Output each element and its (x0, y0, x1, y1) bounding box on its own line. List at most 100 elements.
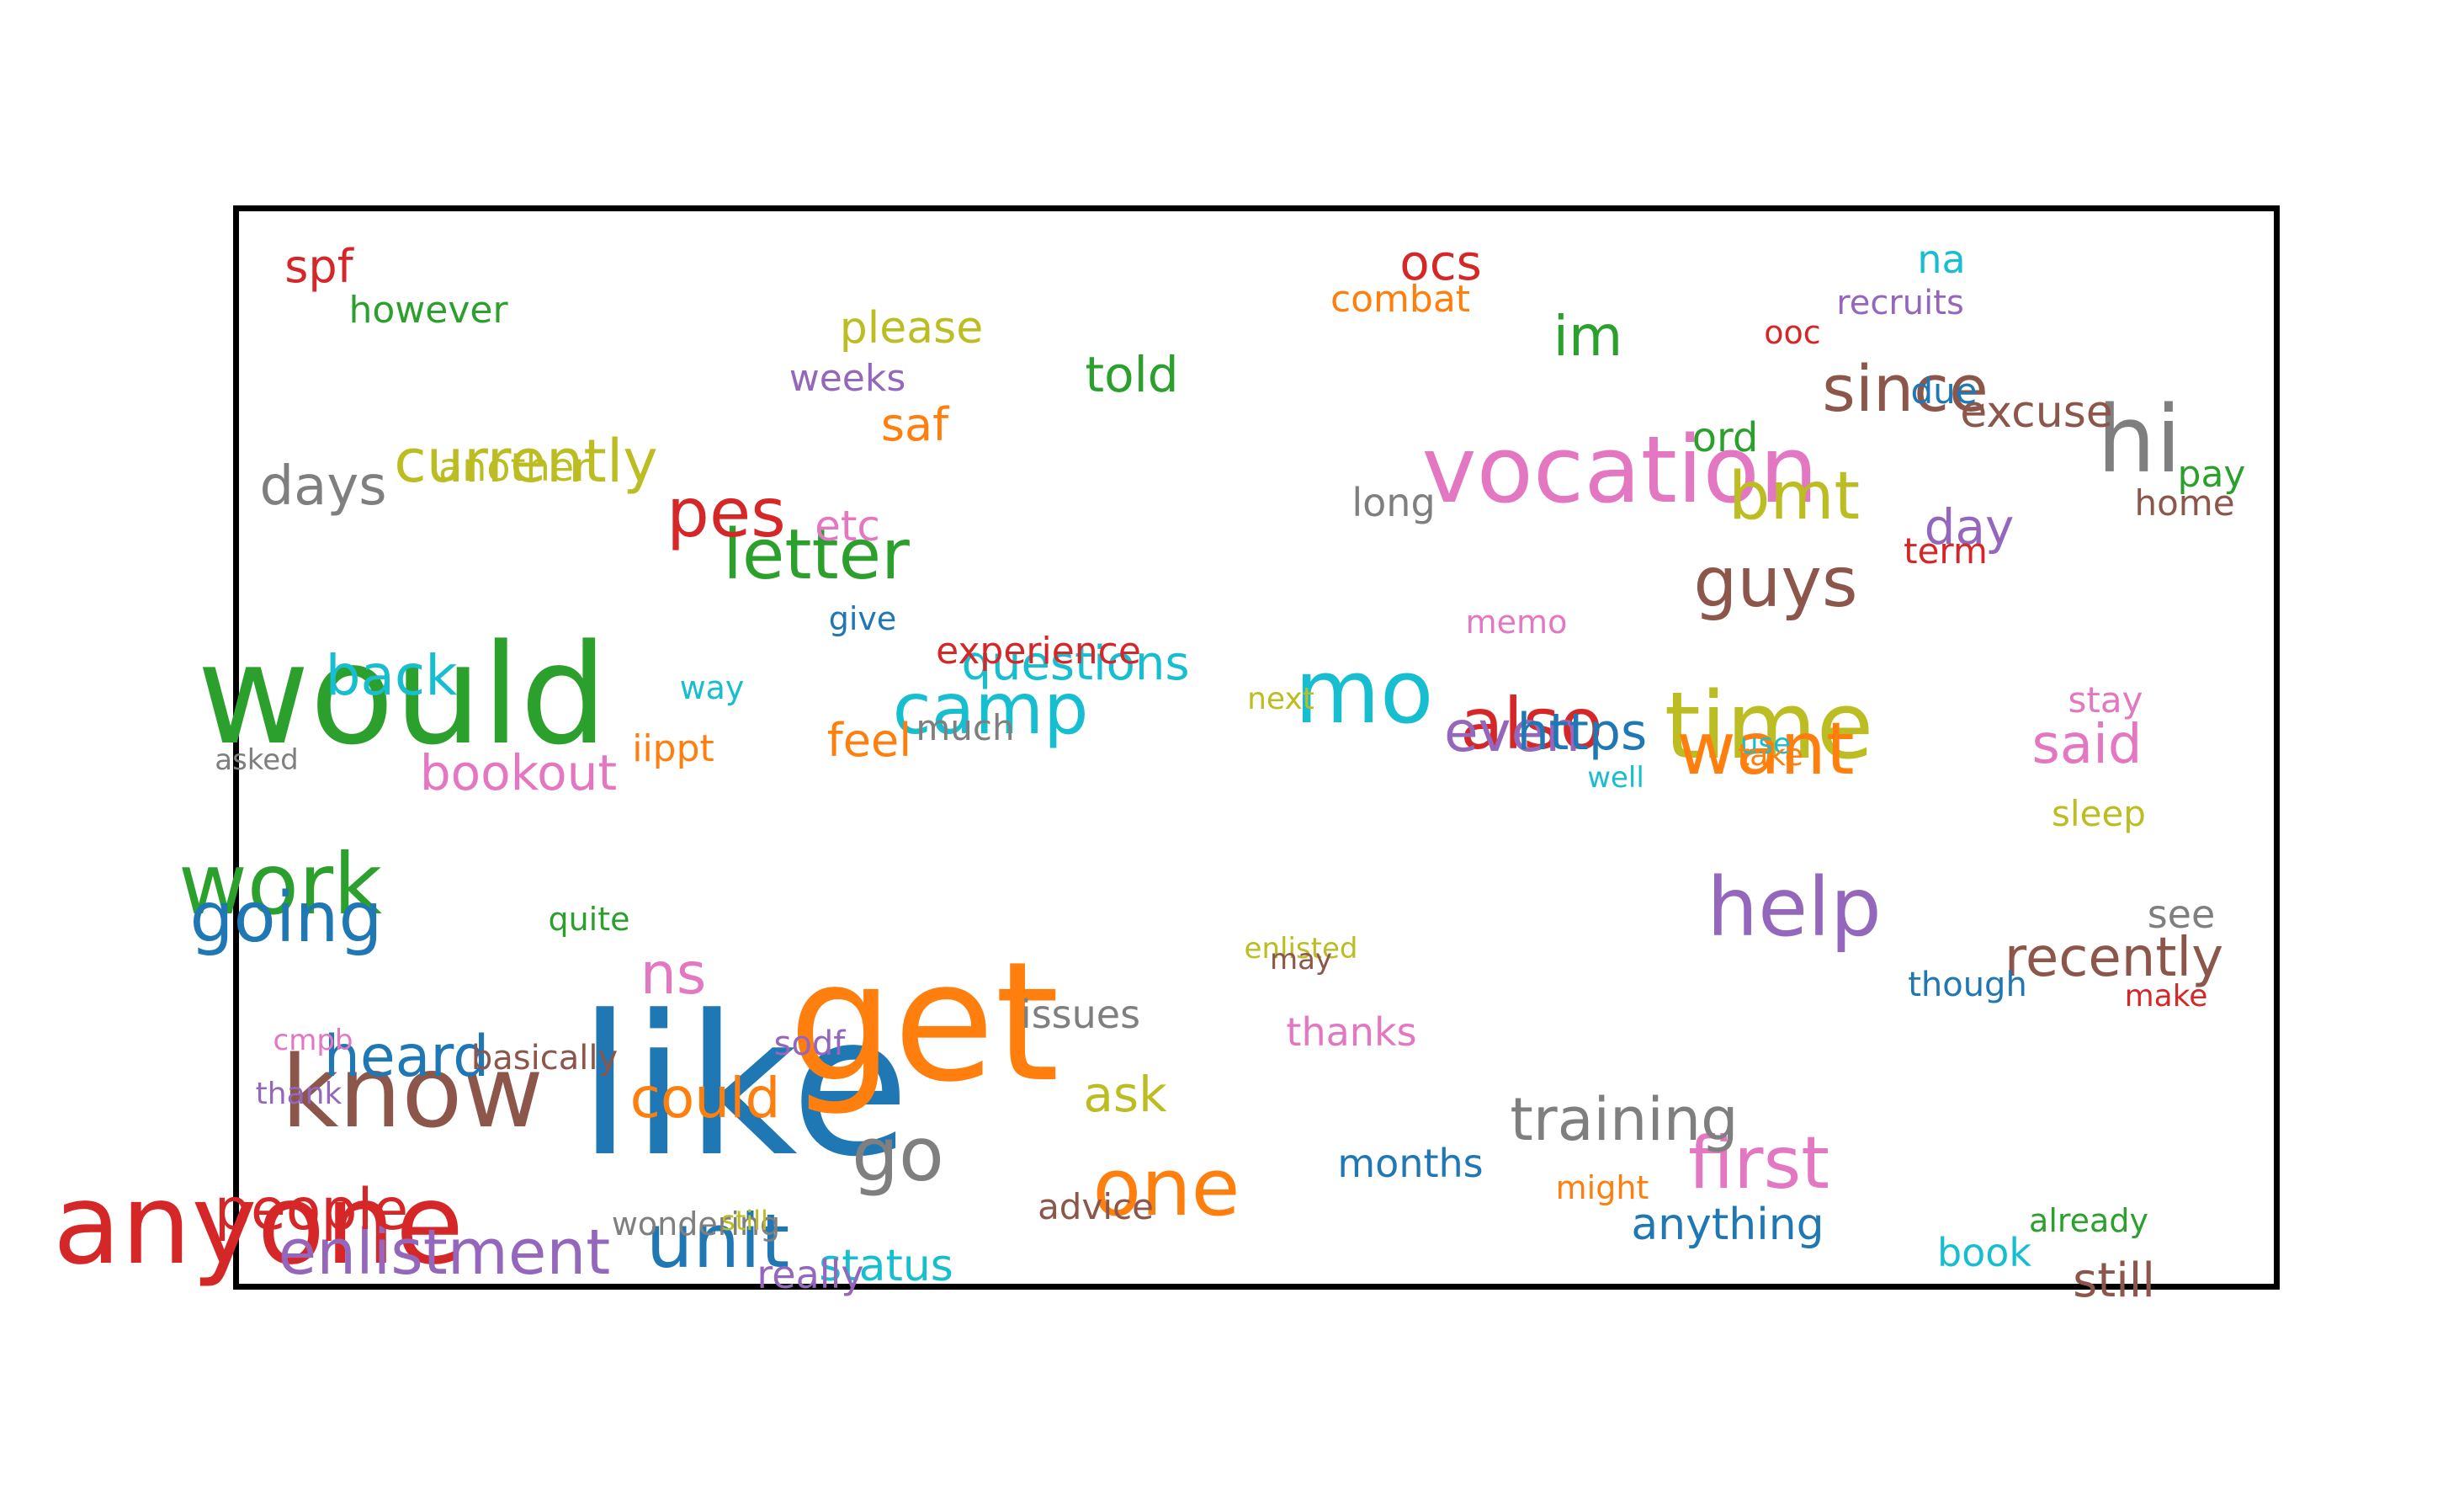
cloud-word: book (1936, 1230, 2032, 1275)
cloud-word: enlistment (278, 1216, 611, 1289)
cloud-word: heard (323, 1024, 490, 1090)
cloud-word: weeks (789, 357, 906, 400)
cloud-word: still (2073, 1253, 2155, 1308)
cloud-word: way (679, 669, 745, 706)
cloud-word: first (1687, 1121, 1830, 1205)
cloud-word: told (1085, 346, 1179, 403)
cloud-word: pay (2177, 453, 2246, 496)
cloud-word: feel (826, 714, 912, 767)
cloud-word: asked (215, 743, 299, 777)
cloud-word: sodf (773, 1024, 846, 1063)
cloud-word: please (839, 303, 984, 354)
cloud-word: long (1351, 480, 1436, 525)
cloud-word: still (721, 1205, 768, 1237)
cloud-word: camp (892, 668, 1089, 750)
cloud-word: questions (961, 636, 1190, 691)
cloud-word: enlisted (1244, 932, 1358, 966)
cloud-word: advice (1038, 1186, 1154, 1227)
cloud-word: recruits (1836, 284, 1964, 322)
cloud-word: want (1676, 707, 1855, 791)
cloud-word: home (2134, 482, 2235, 524)
cloud-word: since (1822, 351, 1989, 426)
cloud-word: work (178, 835, 382, 934)
cloud-word: etc (815, 502, 880, 551)
cloud-word: cmpb (273, 1024, 353, 1057)
cloud-word: letter (723, 515, 910, 595)
cloud-word: get (789, 927, 1059, 1119)
cloud-frame (233, 205, 2280, 1290)
cloud-word: basically (470, 1039, 619, 1078)
cloud-word: going (189, 878, 383, 958)
cloud-word: could (629, 1066, 781, 1131)
cloud-word: next (1247, 682, 1314, 716)
cloud-word: vocation (1421, 416, 1819, 524)
cloud-word: one (1092, 1142, 1240, 1234)
cloud-word: guys (1693, 543, 1858, 623)
cloud-word: use (1739, 727, 1792, 761)
cloud-word: thanks (1286, 1009, 1417, 1055)
cloud-word: thank (255, 1077, 343, 1111)
cloud-word: pes (666, 474, 786, 552)
cloud-word: unit (645, 1198, 790, 1285)
cloud-word: status (819, 1241, 953, 1291)
cloud-word: currently (394, 427, 658, 496)
cloud-word: may (1269, 943, 1333, 976)
cloud-word: experience (936, 630, 1141, 673)
cloud-word: im (1553, 304, 1623, 369)
cloud-word: spf (284, 240, 353, 293)
cloud-word: said (2031, 714, 2143, 776)
cloud-word: saf (880, 398, 949, 451)
cloud-word: term (1904, 530, 1988, 572)
cloud-word: due (1910, 370, 1978, 412)
cloud-word: already (2029, 1202, 2148, 1239)
cloud-word: bookout (419, 744, 618, 801)
cloud-word: would (196, 615, 608, 775)
cloud-word: might (1555, 1169, 1649, 1206)
cloud-word: make (2124, 979, 2208, 1014)
cloud-word: really (757, 1252, 864, 1297)
cloud-word: ocs (1399, 234, 1482, 291)
cloud-word: bmt (1728, 459, 1861, 535)
cloud-word: memo (1465, 604, 1568, 641)
cloud-word: recently (2004, 927, 2224, 989)
cloud-word: give (828, 600, 897, 637)
cloud-word: like (577, 975, 911, 1200)
cloud-word: help (1707, 860, 1882, 955)
cloud-word: though (1908, 966, 2027, 1004)
cloud-word: training (1510, 1085, 1739, 1154)
cloud-word: day (1924, 498, 2015, 556)
cloud-word: know (281, 1034, 544, 1150)
cloud-word: stay (2068, 679, 2143, 721)
cloud-word: https (1516, 703, 1648, 762)
cloud-word: hi (2096, 386, 2182, 493)
cloud-word: anyone (52, 1160, 465, 1290)
cloud-word: also (1460, 683, 1603, 765)
cloud-word: ns (640, 941, 707, 1008)
cloud-word: take (1738, 738, 1803, 773)
cloud-word: people (214, 1177, 409, 1243)
cloud-word: combat (1330, 278, 1471, 321)
cloud-word: go (852, 1111, 944, 1198)
cloud-word: much (916, 707, 1015, 748)
cloud-word: na (1917, 237, 1966, 282)
cloud-word: iippt (632, 727, 714, 770)
cloud-word: anything (1631, 1200, 1824, 1250)
cloud-word: ooc (1764, 314, 1821, 351)
cloud-word: even (1443, 700, 1581, 764)
cloud-word: wondering (611, 1205, 781, 1243)
cloud-word: ord (1691, 414, 1759, 461)
cloud-word: time (1664, 672, 1874, 780)
cloud-word: days (259, 455, 387, 518)
cloud-word: mo (1294, 641, 1434, 743)
cloud-word: well (1587, 761, 1644, 795)
cloud-word: ask (1083, 1066, 1167, 1123)
cloud-word: however (348, 289, 508, 332)
cloud-word: months (1337, 1141, 1484, 1186)
cloud-word: quite (548, 901, 630, 938)
cloud-word: see (2147, 891, 2216, 937)
cloud-word: excuse (1960, 387, 2113, 438)
cloud-word: back (325, 643, 458, 708)
cloud-word: sleep (2052, 793, 2146, 834)
cloud-word: issues (1020, 992, 1141, 1037)
